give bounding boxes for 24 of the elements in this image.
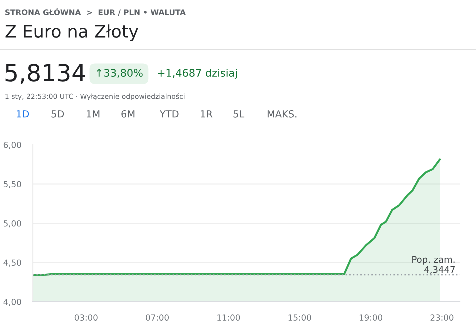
x-tick-label: 07:00 <box>146 314 169 321</box>
text: +1,4687 dzisiaj <box>158 68 238 80</box>
text: 5,8134 <box>6 64 86 84</box>
text: ↑33,80% <box>97 69 143 78</box>
x-tick-label: 19:00 <box>360 314 382 321</box>
text: MAKS. <box>268 110 297 118</box>
text: 6M <box>122 110 135 118</box>
text: 1D <box>17 110 30 118</box>
text: 1R <box>201 110 213 118</box>
ref-line-label: Pop. zam. 4,3447 <box>412 256 455 274</box>
x-tick-label: 11:00 <box>218 314 240 321</box>
y-tick-label: 4,00 <box>4 298 22 306</box>
text: YTD <box>160 110 179 118</box>
y-tick-label: 5,50 <box>4 181 22 188</box>
text: 5D <box>52 110 64 118</box>
x-tick-label: 15:00 <box>288 314 312 321</box>
x-tick-label: 03:00 <box>74 314 98 321</box>
y-tick-label: 5,00 <box>4 220 22 228</box>
y-tick-label: 6,00 <box>4 142 22 150</box>
text: 1M <box>87 110 100 118</box>
y-tick-label: 4,50 <box>4 260 22 267</box>
x-tick-label: 23:00 <box>430 314 454 321</box>
text: 5L <box>234 110 245 118</box>
chart-title: Z Euro na Złoty <box>6 24 138 42</box>
